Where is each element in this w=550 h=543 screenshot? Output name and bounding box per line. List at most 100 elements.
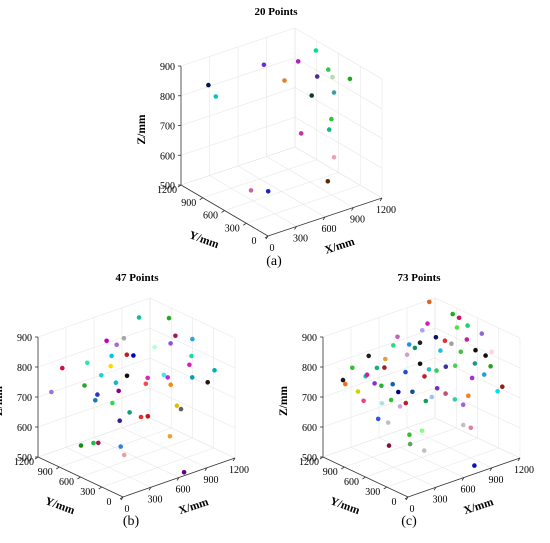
data-point [117, 418, 122, 424]
y-tick-label: 300 [365, 487, 380, 498]
x-tick-label: 600 [176, 485, 191, 496]
grid-line [149, 297, 236, 339]
y-tick-mark [383, 486, 387, 490]
data-point [78, 443, 84, 448]
data-point [165, 375, 170, 380]
data-point [49, 389, 54, 395]
z-tick-label: 600 [17, 423, 32, 434]
z-tick-label: 500 [302, 453, 317, 464]
x-tick-mark [176, 477, 180, 481]
y-tick-label: 600 [203, 211, 218, 222]
grid-line [37, 327, 151, 368]
data-point [116, 388, 121, 394]
data-point [85, 360, 90, 366]
data-point [479, 331, 485, 336]
data-point [326, 67, 331, 72]
x-tick-mark [232, 457, 236, 462]
data-point [403, 400, 409, 406]
data-point [417, 361, 423, 367]
data-point [313, 48, 319, 53]
data-point [95, 392, 100, 397]
z-tick-label: 900 [302, 333, 317, 344]
data-point [465, 323, 470, 328]
y-tick-mark [77, 476, 81, 480]
grid-line [322, 357, 436, 398]
data-point [388, 397, 394, 403]
chart-title: 73 Points [397, 272, 441, 284]
data-point [161, 372, 167, 378]
grid-line [101, 447, 214, 488]
data-point [410, 389, 415, 395]
x-tick-label: 1200 [229, 465, 249, 476]
data-point [500, 384, 505, 390]
x-axis-label: X/mm [323, 236, 356, 257]
data-point [412, 345, 418, 351]
grid-line [246, 184, 361, 224]
y-tick-mark [404, 496, 409, 500]
data-point [136, 315, 142, 320]
data-point [433, 335, 439, 340]
data-point [330, 74, 335, 80]
data-point [420, 328, 425, 333]
chart-panel-2: 0300600900120003006009001200500600700800… [0, 272, 249, 529]
data-point [452, 397, 458, 402]
data-point [456, 315, 462, 321]
y-tick-label: 900 [38, 467, 53, 478]
y-tick-mark [119, 496, 124, 500]
data-point [121, 336, 127, 341]
y-tick-label: 300 [80, 487, 95, 498]
data-point [438, 348, 443, 353]
data-point [178, 406, 184, 412]
data-point [167, 434, 173, 439]
y-tick-label: 1200 [14, 457, 34, 468]
x-tick-mark [294, 226, 297, 230]
data-point [168, 341, 173, 346]
z-tick-label: 800 [160, 92, 175, 103]
chart-panel-3: 0300600900120003006009001200500600700800… [278, 272, 534, 529]
data-point [396, 389, 401, 395]
grid-line [224, 172, 339, 211]
data-point [397, 404, 403, 409]
data-point [82, 383, 87, 388]
data-point [282, 78, 287, 83]
y-tick-label: 1200 [299, 457, 319, 468]
data-point [174, 403, 180, 409]
z-tick-label: 600 [160, 151, 175, 162]
data-point [143, 381, 149, 387]
z-tick-label: 700 [17, 393, 32, 404]
data-point [138, 414, 144, 420]
data-point [372, 381, 377, 386]
data-point [96, 440, 101, 446]
grid-line [37, 417, 151, 458]
data-point [60, 365, 65, 371]
panel-label: (c) [401, 514, 417, 529]
data-point [460, 402, 466, 408]
grid-line [149, 327, 236, 369]
x-tick-mark [148, 487, 152, 491]
panel-label: (b) [123, 514, 140, 529]
data-point [443, 391, 448, 396]
data-point [350, 365, 355, 371]
z-axis-label: Z/mm [136, 114, 148, 144]
grid-line [180, 116, 296, 156]
z-tick-label: 500 [17, 453, 32, 464]
grid-line [180, 57, 296, 97]
data-point [403, 369, 408, 375]
data-point [124, 352, 130, 358]
x-tick-mark [489, 467, 493, 471]
z-axis-label: Z/mm [278, 386, 290, 416]
grid-line [294, 27, 383, 80]
data-point [91, 440, 96, 446]
data-point [395, 334, 400, 340]
grid-line [294, 146, 383, 199]
data-point [488, 364, 493, 369]
chart-panel-1: 0300600900120003006009001200500600700800… [136, 6, 396, 269]
y-tick-label: 0 [252, 236, 257, 247]
z-axis-label: Z/mm [0, 386, 5, 416]
data-point [331, 90, 337, 95]
x-tick-mark [204, 467, 208, 471]
data-point [379, 401, 385, 406]
data-point [419, 428, 425, 434]
data-point [99, 373, 104, 378]
